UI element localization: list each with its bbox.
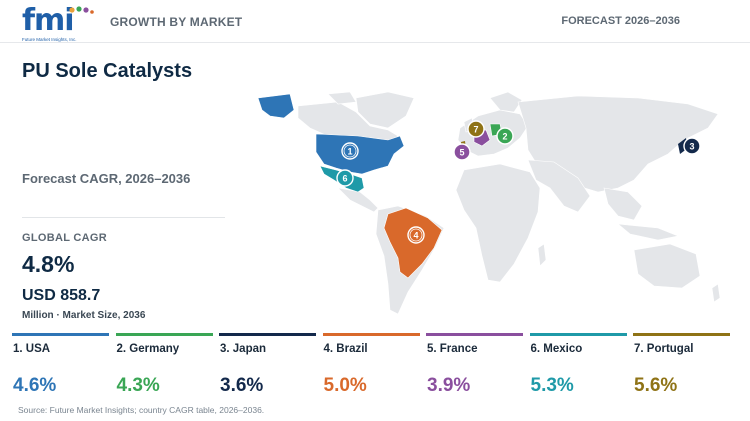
marker-japan-label: 3 [689,142,694,152]
marker-brazil: 4 [407,226,425,244]
map-region-usa [315,133,405,175]
divider [22,217,225,218]
logo-text: fmi [22,3,75,38]
country-mexico-bar [529,333,627,336]
country-brazil-name: 4. Brazil [323,343,368,355]
section-title: GROWTH BY MARKET [110,15,243,29]
marker-germany: 2 [496,127,514,145]
marker-japan: 3 [683,137,701,155]
cagr-heading: Forecast CAGR, 2026–2036 [22,171,191,186]
country-portugal-cagr: 5.6% [634,375,678,396]
country-cagr-row: 1. USA 4.6% 2. Germany 4.3% 3. Japan 3.6… [12,333,738,403]
marker-mexico: 6 [336,169,354,187]
marker-portugal: 7 [467,120,485,138]
fmi-logo[interactable]: fmi Future Market Insights, Inc. [22,6,94,42]
country-germany-name: 2. Germany [116,343,180,355]
global-cagr-label: GLOBAL CAGR [22,232,107,244]
country-mexico: 6. Mexico 5.3% [529,333,627,403]
marker-mexico-label: 6 [342,174,347,184]
marker-portugal-label: 7 [473,125,478,135]
marker-germany-label: 2 [502,132,507,142]
country-usa-bar [12,333,109,336]
market-size-caption: Million · Market Size, 2036 [22,310,146,321]
page-title: PU Sole Catalysts [22,60,193,82]
country-japan-bar [219,333,316,336]
marker-france: 5 [453,143,471,161]
country-usa-name: 1. USA [13,343,51,355]
country-usa-cagr: 4.6% [13,375,57,396]
forecast-period: FORECAST 2026–2036 [561,15,680,27]
country-germany-cagr: 4.3% [116,375,160,396]
world-landmass [297,91,721,315]
country-brazil-bar [322,333,420,336]
country-france-name: 5. France [427,343,478,355]
country-portugal-name: 7. Portugal [634,343,694,355]
market-size-value: USD 858.7 [22,287,101,304]
country-france-cagr: 3.9% [427,375,471,396]
marker-usa-label: 1 [347,147,352,157]
country-mexico-cagr: 5.3% [530,375,574,396]
country-portugal: 7. Portugal 5.6% [633,333,730,403]
country-usa: 1. USA 4.6% [12,333,109,403]
country-brazil-cagr: 5.0% [323,375,367,396]
country-japan-cagr: 3.6% [220,375,264,396]
global-cagr-value: 4.8% [22,251,75,277]
marker-brazil-label: 4 [413,231,418,241]
country-japan-name: 3. Japan [220,343,267,355]
country-germany: 2. Germany 4.3% [115,333,213,403]
map-region-alaska [257,93,295,119]
country-mexico-name: 6. Mexico [530,343,583,355]
country-japan: 3. Japan 3.6% [219,333,316,403]
source-note: Source: Future Market Insights; country … [18,405,265,415]
header-bar: fmi Future Market Insights, Inc. GROWTH … [0,0,750,43]
country-france: 5. France 3.9% [426,333,523,403]
marker-usa: 1 [341,142,359,160]
country-brazil: 4. Brazil 5.0% [322,333,420,403]
country-germany-bar [115,333,213,336]
country-portugal-bar [633,333,730,336]
logo-people-icon [69,6,94,14]
marker-france-label: 5 [459,148,464,158]
logo-subtitle: Future Market Insights, Inc. [22,37,77,42]
country-france-bar [426,333,523,336]
world-map: 1 2 3 4 5 6 7 [257,91,721,315]
